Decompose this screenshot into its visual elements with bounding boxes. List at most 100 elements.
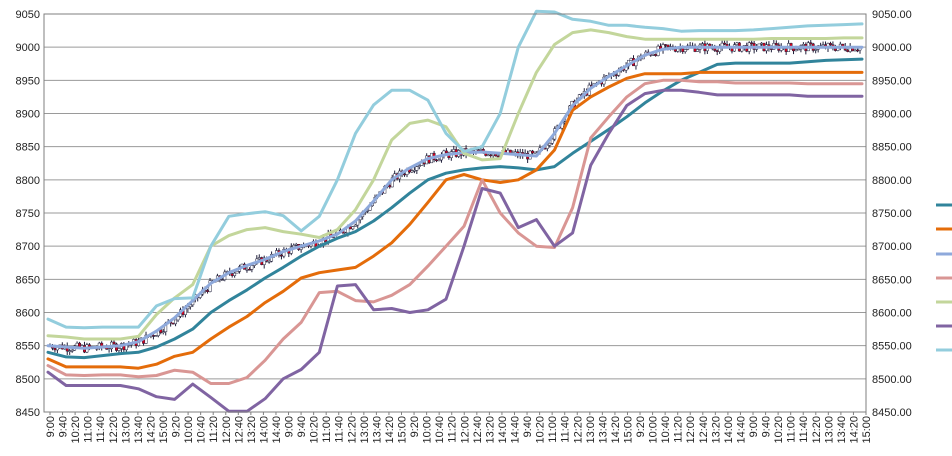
- x-tick-label: 12:00: [221, 416, 233, 444]
- x-tick-label: 11:40: [95, 416, 107, 443]
- y-tick-label-right: 8750.00: [872, 208, 912, 220]
- candle-body: [550, 138, 554, 144]
- series-line: [46, 88, 864, 413]
- candle-body: [545, 144, 549, 149]
- candle-body: [821, 44, 825, 46]
- candle-body: [491, 154, 495, 156]
- candle-body: [531, 150, 535, 154]
- x-tick-label: 11:00: [83, 416, 95, 443]
- candle-body: [112, 341, 116, 345]
- candle-body: [117, 348, 121, 351]
- candle-body: [666, 44, 670, 48]
- candle-body: [614, 74, 618, 77]
- y-tick-label-left: 8900: [16, 109, 40, 121]
- x-tick-label: 10:20: [70, 416, 82, 444]
- x-tick-label: 9:40: [522, 416, 534, 437]
- x-tick-label: 14:20: [610, 416, 622, 444]
- candle-body: [75, 342, 79, 347]
- candle-body: [220, 279, 224, 281]
- series-line: [46, 28, 864, 341]
- x-tick-label: 10:00: [422, 416, 434, 444]
- candle-body: [250, 265, 254, 270]
- candle-body: [299, 247, 303, 250]
- x-tick-label: 14:00: [258, 416, 270, 444]
- candle-body: [53, 347, 57, 351]
- candle-body: [415, 166, 419, 171]
- candle-body: [403, 173, 406, 176]
- x-tick-label: 14:40: [735, 416, 747, 444]
- y-tick-label-left: 8700: [16, 241, 40, 253]
- candle-body: [422, 162, 426, 165]
- candle-body: [696, 49, 699, 52]
- y-tick-label-left: 8750: [16, 208, 40, 220]
- y-tick-label-right: 8550.00: [872, 341, 912, 353]
- series-line: [46, 57, 864, 360]
- series-line: [46, 78, 864, 385]
- x-tick-label: 11:20: [673, 416, 685, 443]
- y-tick-label-left: 9050: [16, 9, 40, 21]
- x-tick-label: 15:00: [861, 416, 873, 444]
- x-tick-label: 9:20: [171, 416, 183, 437]
- x-tick-label: 14:20: [145, 416, 157, 444]
- x-tick-label: 9:00: [45, 416, 57, 437]
- x-tick-label: 13:40: [371, 416, 383, 444]
- x-tick-label: 12:00: [459, 416, 471, 444]
- x-tick-label: 12:40: [472, 416, 484, 444]
- candle-body: [774, 43, 778, 46]
- candle-body: [784, 48, 788, 52]
- x-tick-label: 13:00: [359, 416, 371, 444]
- candle-body: [388, 185, 392, 188]
- x-tick-label: 12:40: [698, 416, 710, 444]
- x-tick-label: 9:40: [58, 416, 70, 437]
- y-tick-label-left: 8600: [16, 308, 40, 320]
- candle-body: [235, 271, 239, 274]
- x-tick-label: 11:40: [560, 416, 572, 443]
- candle-body: [174, 319, 178, 325]
- y-tick-label-left: 8650: [16, 274, 40, 286]
- candle-body: [70, 349, 74, 352]
- candle-body: [435, 159, 438, 162]
- x-tick-label: 14:00: [497, 416, 509, 444]
- candle-body: [68, 350, 72, 352]
- x-tick-label: 9:00: [284, 416, 296, 437]
- candle-body: [279, 254, 283, 257]
- legend: [936, 203, 952, 352]
- x-tick-label: 10:20: [773, 416, 785, 444]
- candle-body: [479, 149, 483, 151]
- x-tick-label: 13:00: [120, 416, 132, 444]
- series-line: [46, 45, 864, 350]
- y-tick-label-right: 9050.00: [872, 9, 912, 21]
- series-line: [46, 70, 864, 370]
- y-tick-label-right: 8450.00: [872, 407, 912, 419]
- candle-body: [651, 54, 655, 56]
- x-tick-label: 13:00: [823, 416, 835, 444]
- x-tick-label: 15:00: [158, 416, 170, 444]
- x-tick-label: 11:00: [321, 416, 333, 443]
- candle-body: [683, 49, 687, 52]
- candle-body: [437, 159, 441, 162]
- candle-body: [801, 44, 805, 46]
- candle-body: [769, 48, 773, 50]
- x-tick-label: 11:20: [447, 416, 459, 443]
- series-line: [46, 9, 864, 330]
- x-tick-label: 13:40: [836, 416, 848, 444]
- x-tick-label: 9:40: [761, 416, 773, 437]
- candle-body: [151, 335, 155, 337]
- candle-body: [444, 150, 448, 154]
- x-tick-label: 14:40: [509, 416, 521, 444]
- candle-body: [257, 257, 261, 260]
- candle-body: [171, 322, 175, 325]
- x-tick-label: 12:00: [685, 416, 697, 444]
- x-tick-label: 10:00: [183, 416, 195, 444]
- x-tick-label: 14:20: [384, 416, 396, 444]
- x-tick-label: 13:00: [585, 416, 597, 444]
- axes: 8450 8450.00 8500 8500.00 8550 8550.00 8600 860…: [16, 9, 912, 444]
- candle-body: [412, 169, 416, 172]
- x-tick-label: 10:40: [434, 416, 446, 444]
- x-tick-label: 15:00: [622, 416, 634, 444]
- x-tick-label: 14:00: [723, 416, 735, 444]
- y-tick-label-left: 9000: [16, 42, 40, 54]
- x-tick-label: 10:00: [648, 416, 660, 444]
